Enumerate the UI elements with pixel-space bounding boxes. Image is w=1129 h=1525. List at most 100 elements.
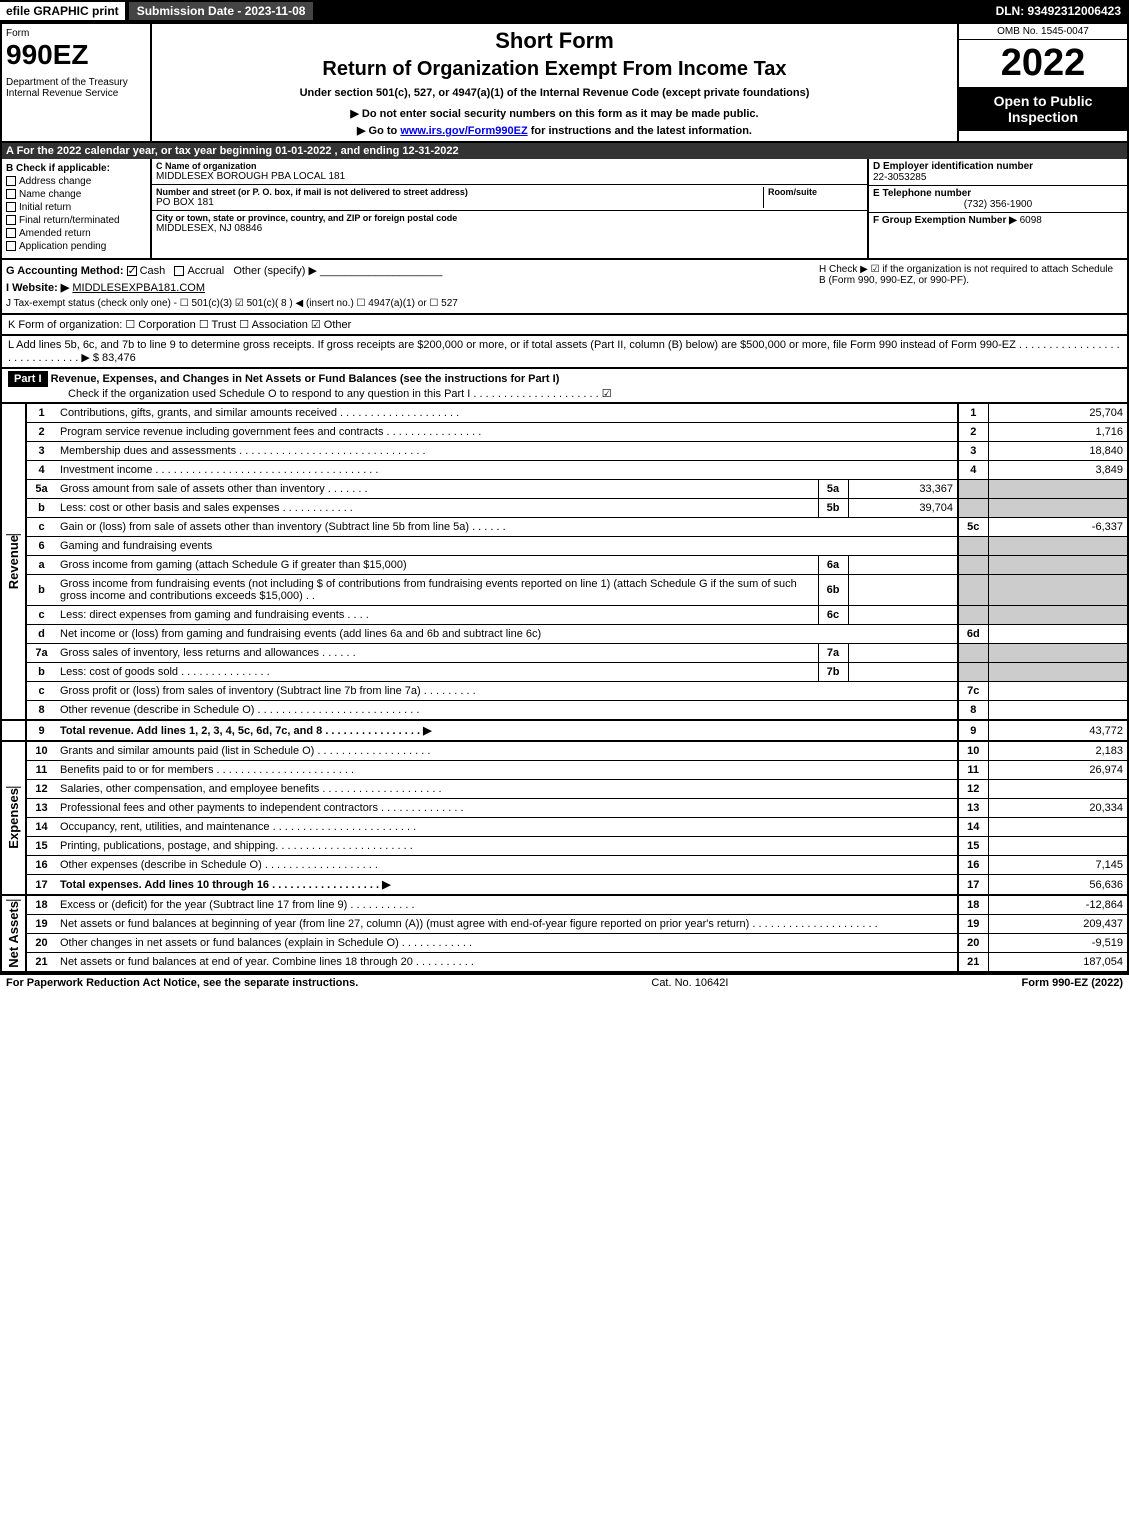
l20-num: 20 — [26, 934, 56, 953]
l5a-num: 5a — [26, 480, 56, 499]
l3-col: 3 — [958, 442, 988, 461]
l6d-col: 6d — [958, 625, 988, 644]
goto-note: ▶ Go to www.irs.gov/Form990EZ for instru… — [156, 124, 953, 137]
l15-num: 15 — [26, 837, 56, 856]
l9-col: 9 — [958, 720, 988, 741]
l9-val: 43,772 — [988, 720, 1128, 741]
l6-val — [988, 537, 1128, 556]
l5c-num: c — [26, 518, 56, 537]
chk-amended-return[interactable]: Amended return — [6, 228, 146, 239]
l1-num: 1 — [26, 404, 56, 423]
l7c-num: c — [26, 682, 56, 701]
chk-initial-return-lbl: Initial return — [19, 202, 71, 213]
dln: DLN: 93492312006423 — [996, 4, 1129, 18]
col-def: D Employer identification number 22-3053… — [867, 159, 1127, 258]
l6c-num: c — [26, 606, 56, 625]
l5a-desc: Gross amount from sale of assets other t… — [56, 480, 818, 499]
chk-name-change-lbl: Name change — [19, 189, 81, 200]
l2-col: 2 — [958, 423, 988, 442]
open-inspection: Open to Public Inspection — [959, 87, 1127, 131]
l13-col: 13 — [958, 799, 988, 818]
l19-desc: Net assets or fund balances at beginning… — [56, 915, 958, 934]
l5c-col: 5c — [958, 518, 988, 537]
l8-col: 8 — [958, 701, 988, 721]
l17-val: 56,636 — [988, 875, 1128, 896]
l15-val — [988, 837, 1128, 856]
l19-col: 19 — [958, 915, 988, 934]
l6a-val — [988, 556, 1128, 575]
c-name-lbl: C Name of organization — [156, 161, 863, 171]
l9: 9 — [26, 720, 56, 741]
netassets-side-label: Net Assets — [6, 900, 21, 968]
l20-col: 20 — [958, 934, 988, 953]
chk-cash[interactable] — [127, 266, 137, 276]
irs-link[interactable]: www.irs.gov/Form990EZ — [400, 125, 527, 137]
l14-num: 14 — [26, 818, 56, 837]
l6b-col — [958, 575, 988, 606]
l6-desc: Gaming and fundraising events — [56, 537, 958, 556]
l5b-sub: 5b — [818, 499, 848, 518]
lines-table: Revenue 1 Contributions, gifts, grants, … — [0, 404, 1129, 973]
l6c-col — [958, 606, 988, 625]
l12-num: 12 — [26, 780, 56, 799]
l6c-subval — [848, 606, 958, 625]
chk-amended-return-lbl: Amended return — [19, 228, 91, 239]
part1-title: Revenue, Expenses, and Changes in Net As… — [51, 373, 560, 385]
l6a-subval — [848, 556, 958, 575]
l5b-col — [958, 499, 988, 518]
chk-name-change[interactable]: Name change — [6, 189, 146, 200]
l17-col: 17 — [958, 875, 988, 896]
l18-desc: Excess or (deficit) for the year (Subtra… — [56, 895, 958, 915]
l7c-val — [988, 682, 1128, 701]
l15-col: 15 — [958, 837, 988, 856]
l7b-val — [988, 663, 1128, 682]
l7a-desc: Gross sales of inventory, less returns a… — [56, 644, 818, 663]
ein: 22-3053285 — [873, 172, 1123, 183]
l7a-col — [958, 644, 988, 663]
g-cash: Cash — [140, 265, 166, 277]
l16-desc: Other expenses (describe in Schedule O) … — [56, 856, 958, 875]
chk-initial-return[interactable]: Initial return — [6, 202, 146, 213]
l4-num: 4 — [26, 461, 56, 480]
short-form-title: Short Form — [156, 28, 953, 54]
e-lbl: E Telephone number — [873, 188, 1123, 199]
l3-desc: Membership dues and assessments . . . . … — [56, 442, 958, 461]
website[interactable]: MIDDLESEXPBA181.COM — [72, 282, 205, 294]
chk-application-pending[interactable]: Application pending — [6, 241, 146, 252]
l6d-desc: Net income or (loss) from gaming and fun… — [56, 625, 958, 644]
l-text: L Add lines 5b, 6c, and 7b to line 9 to … — [8, 339, 1120, 364]
room-lbl: Room/suite — [768, 187, 863, 197]
l20-desc: Other changes in net assets or fund bala… — [56, 934, 958, 953]
efile-label[interactable]: efile GRAPHIC print — [0, 2, 125, 20]
l4-col: 4 — [958, 461, 988, 480]
chk-accrual[interactable] — [174, 266, 184, 276]
l7b-subval — [848, 663, 958, 682]
l2-val: 1,716 — [988, 423, 1128, 442]
l6a-col — [958, 556, 988, 575]
chk-address-change[interactable]: Address change — [6, 176, 146, 187]
part1-check: Check if the organization used Schedule … — [68, 388, 612, 400]
revenue-side-label: Revenue — [6, 534, 21, 589]
l3-num: 3 — [26, 442, 56, 461]
chk-final-return[interactable]: Final return/terminated — [6, 215, 146, 226]
l1-desc: Contributions, gifts, grants, and simila… — [56, 404, 958, 423]
l11-val: 26,974 — [988, 761, 1128, 780]
l7a-val — [988, 644, 1128, 663]
l7c-desc: Gross profit or (loss) from sales of inv… — [56, 682, 958, 701]
l12-col: 12 — [958, 780, 988, 799]
c-street-lbl: Number and street (or P. O. box, if mail… — [156, 187, 763, 197]
l4-val: 3,849 — [988, 461, 1128, 480]
g-other: Other (specify) ▶ — [233, 265, 317, 277]
l-val: 83,476 — [102, 352, 136, 364]
goto-post: for instructions and the latest informat… — [528, 125, 752, 137]
l3-val: 18,840 — [988, 442, 1128, 461]
l21-desc: Net assets or fund balances at end of ye… — [56, 953, 958, 973]
l16-col: 16 — [958, 856, 988, 875]
l6-col — [958, 537, 988, 556]
chk-application-pending-lbl: Application pending — [19, 241, 106, 252]
l6a-num: a — [26, 556, 56, 575]
l7b-desc: Less: cost of goods sold . . . . . . . .… — [56, 663, 818, 682]
top-bar: efile GRAPHIC print Submission Date - 20… — [0, 0, 1129, 22]
street: PO BOX 181 — [156, 197, 763, 208]
l7b-num: b — [26, 663, 56, 682]
